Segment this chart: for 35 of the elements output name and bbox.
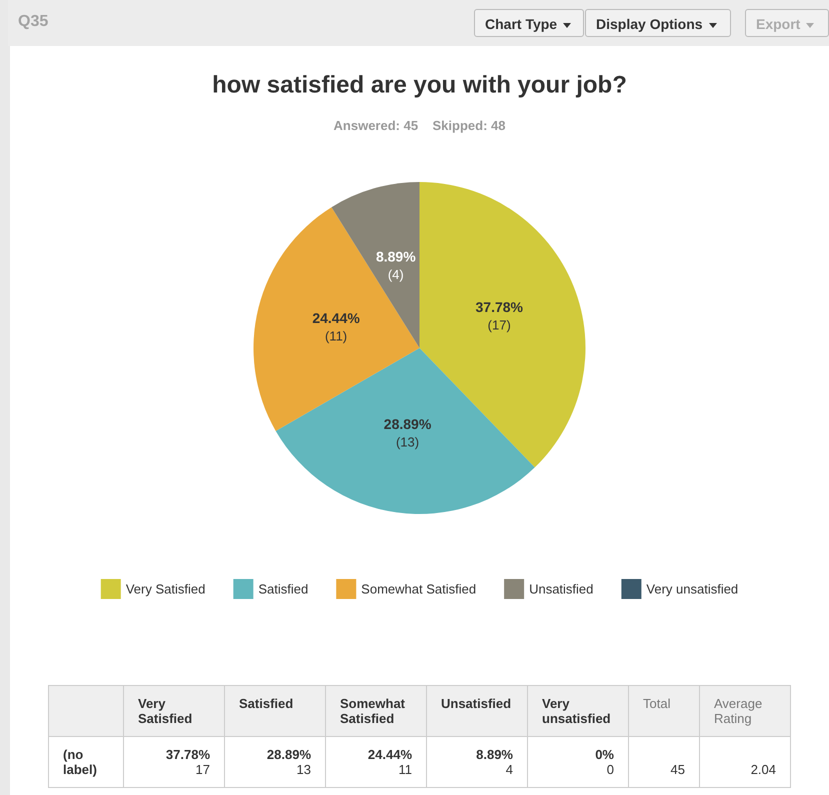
legend-label: Satisfied — [258, 582, 308, 596]
text: Unsatisfied — [426, 686, 528, 736]
data-label: 37.78% (17) — [476, 298, 524, 332]
data-label: 28.89% (13) — [384, 416, 432, 450]
data-label: 24.44% (11) — [312, 310, 360, 344]
text: Total — [628, 686, 700, 736]
chart-title: how satisfied are you with your job? — [212, 72, 627, 98]
legend-label: Very Satisfied — [126, 582, 206, 596]
text: (no label) — [48, 736, 124, 788]
text: Average Rating — [700, 686, 790, 736]
text: 37.78% — [164, 747, 210, 762]
text: Very unsatisfied — [528, 686, 628, 736]
legend-label: Somewhat Satisfied — [361, 582, 476, 596]
data-label: 8.89% (4) — [376, 248, 416, 282]
text: 28.89% — [266, 747, 311, 762]
text: 0% — [594, 747, 614, 762]
text: 0 — [606, 762, 614, 777]
text: 24.44% — [366, 747, 412, 762]
dropdown-button: Chart Type — [474, 9, 584, 37]
text: 13 — [296, 762, 311, 777]
text: Q35 — [18, 13, 48, 31]
dropdown-button: Display Options — [585, 9, 731, 37]
legend-label: Very unsatisfied — [646, 582, 738, 596]
text: 11 — [398, 762, 412, 777]
text: 17 — [194, 762, 210, 777]
chart-subtitle: Answered: 45 Skipped: 48 — [334, 118, 506, 133]
legend-label: Unsatisfied — [529, 582, 594, 596]
text: 45 — [628, 736, 700, 788]
text: 2.04 — [700, 736, 790, 788]
dropdown-button: Export — [745, 9, 829, 37]
text: Satisfied — [224, 686, 326, 736]
text: Somewhat Satisfied — [326, 686, 426, 736]
text: Very Satisfied — [124, 686, 224, 736]
text: 8.89% — [475, 747, 513, 762]
text: 4 — [504, 762, 513, 777]
